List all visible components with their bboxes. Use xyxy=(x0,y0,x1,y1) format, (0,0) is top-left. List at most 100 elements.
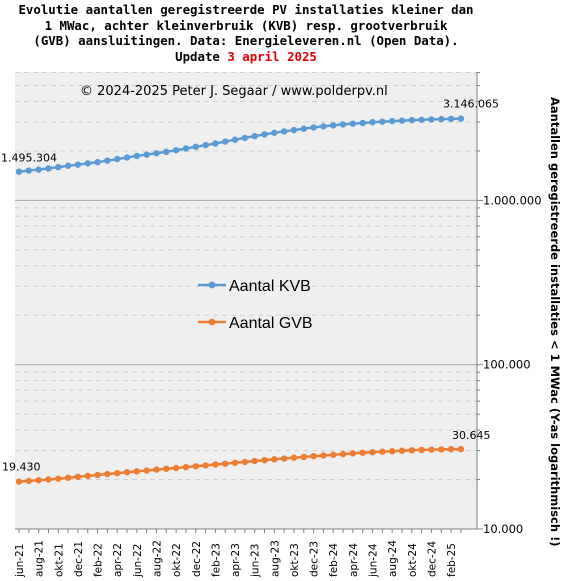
data-point-kvb xyxy=(133,152,141,160)
x-tick-label: dec-21 xyxy=(73,541,85,577)
data-point-gvb xyxy=(320,452,327,459)
data-point-kvb xyxy=(163,148,170,156)
data-label-gvb-first: 19.430 xyxy=(2,461,41,474)
data-point-kvb xyxy=(428,116,435,123)
data-point-gvb xyxy=(74,473,82,481)
series-line-gvb xyxy=(18,447,461,483)
title-update-date: 3 april 2025 xyxy=(227,48,317,64)
data-point-gvb xyxy=(35,477,42,484)
data-point-gvb xyxy=(261,456,268,464)
data-point-gvb xyxy=(310,452,317,460)
data-point-kvb xyxy=(251,132,258,140)
data-point-gvb xyxy=(55,475,62,482)
x-tick-label: okt-23 xyxy=(289,543,301,577)
x-tick-label: apr-22 xyxy=(112,543,124,577)
data-point-kvb xyxy=(74,161,82,168)
data-point-gvb xyxy=(349,450,357,457)
data-point-gvb xyxy=(359,449,366,456)
legend-label: Aantal KVB xyxy=(229,278,311,295)
data-point-gvb xyxy=(447,446,455,453)
data-point-kvb xyxy=(123,154,131,161)
legend-label: Aantal GVB xyxy=(229,315,313,332)
data-point-gvb xyxy=(45,476,52,483)
data-point-gvb xyxy=(172,464,180,472)
data-point-kvb xyxy=(202,141,209,149)
data-point-kvb xyxy=(45,165,52,172)
data-point-gvb xyxy=(379,448,386,455)
x-tick-label: jun-22 xyxy=(132,544,144,578)
data-point-gvb xyxy=(388,447,396,455)
y-axis-label: Aantallen geregistreerde installaties < … xyxy=(548,97,562,547)
x-tick-label: feb-24 xyxy=(328,543,340,577)
data-point-gvb xyxy=(428,446,435,453)
data-point-kvb xyxy=(369,119,376,126)
data-point-kvb xyxy=(438,115,445,123)
data-point-gvb xyxy=(114,469,121,477)
x-tick-label: okt-21 xyxy=(53,543,65,577)
x-tick-label: jun-23 xyxy=(250,544,262,578)
y-tick-label: 1.000.000 xyxy=(483,193,542,207)
data-point-gvb xyxy=(64,474,72,481)
data-point-kvb xyxy=(379,118,386,125)
legend-marker xyxy=(208,318,216,326)
data-point-gvb xyxy=(143,467,150,474)
data-point-kvb xyxy=(182,145,190,152)
data-point-kvb xyxy=(271,129,278,136)
data-point-gvb xyxy=(369,449,376,456)
data-point-kvb xyxy=(290,126,298,134)
x-tick-label: aug-22 xyxy=(151,540,163,577)
title-line-1: Evolutie aantallen geregistreerde PV ins… xyxy=(18,2,474,17)
title-line-3: (GVB) aansluitingen. Data: Energielevere… xyxy=(33,33,459,49)
data-point-gvb xyxy=(271,456,278,463)
data-point-kvb xyxy=(261,131,268,138)
data-point-gvb xyxy=(251,457,258,465)
data-point-kvb xyxy=(143,151,150,158)
y-tick-label: 10.000 xyxy=(483,522,523,536)
x-tick-label: dec-24 xyxy=(426,541,438,577)
data-point-kvb xyxy=(330,122,337,129)
data-point-kvb xyxy=(398,117,406,124)
x-tick-label: apr-23 xyxy=(230,543,242,577)
x-tick-label: aug-24 xyxy=(387,540,399,577)
data-point-kvb xyxy=(280,128,288,135)
data-point-kvb xyxy=(457,115,465,122)
data-point-kvb xyxy=(212,140,219,147)
data-point-kvb xyxy=(64,162,72,169)
data-label-gvb-last: 30.645 xyxy=(452,429,491,442)
data-point-kvb xyxy=(359,119,366,127)
data-point-gvb xyxy=(202,462,209,469)
data-point-gvb xyxy=(84,472,91,480)
x-tick-label: dec-22 xyxy=(191,541,203,577)
data-point-kvb xyxy=(349,120,357,127)
data-point-gvb xyxy=(339,450,347,458)
y-tick-label: 100.000 xyxy=(483,358,531,372)
data-point-kvb xyxy=(15,168,23,175)
data-point-kvb xyxy=(300,125,307,132)
data-point-gvb xyxy=(15,478,23,485)
data-point-kvb xyxy=(241,134,249,142)
data-point-kvb xyxy=(84,160,91,167)
data-point-gvb xyxy=(94,471,101,479)
x-tick-label: okt-24 xyxy=(407,543,419,577)
data-point-gvb xyxy=(123,469,131,476)
x-tick-label: jun-21 xyxy=(14,544,26,578)
x-tick-label: aug-21 xyxy=(34,540,46,577)
data-label-kvb-first: 1.495.304 xyxy=(1,152,57,165)
data-point-gvb xyxy=(231,459,239,466)
data-point-kvb xyxy=(153,150,160,157)
x-tick-label: aug-23 xyxy=(269,540,281,577)
data-point-gvb xyxy=(163,465,170,472)
data-point-kvb xyxy=(55,163,62,171)
data-point-gvb xyxy=(192,463,199,470)
data-point-gvb xyxy=(212,461,219,468)
data-point-kvb xyxy=(25,167,33,174)
data-point-gvb xyxy=(408,447,415,454)
data-point-kvb xyxy=(94,158,101,166)
data-point-kvb xyxy=(388,117,396,125)
data-point-kvb xyxy=(222,138,229,145)
x-tick-label: feb-23 xyxy=(210,543,222,577)
data-point-kvb xyxy=(114,155,121,163)
x-tick-label: jun-24 xyxy=(368,543,380,578)
legend-marker xyxy=(208,281,216,289)
